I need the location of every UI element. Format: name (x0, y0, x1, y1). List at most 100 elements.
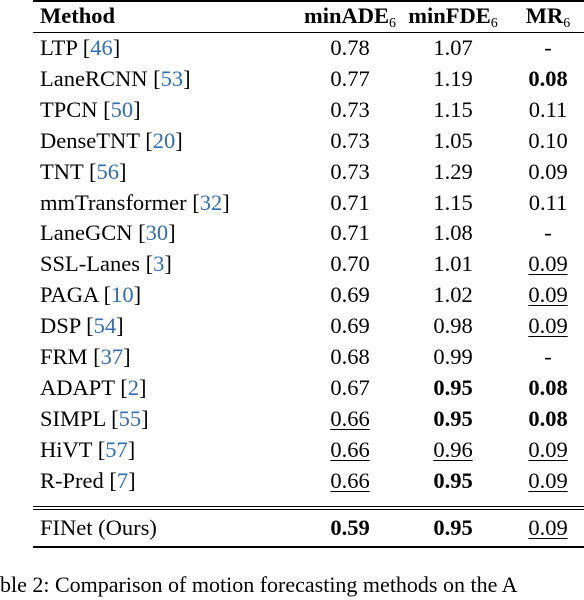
method-name: R-Pred [7] (40, 467, 136, 493)
method-name: DenseTNT [20] (40, 127, 183, 153)
citation-link[interactable]: 10 (111, 282, 134, 308)
minade-value: 0.59 (330, 515, 370, 540)
mr-value: - (544, 35, 552, 60)
mr-value: 0.08 (528, 405, 568, 431)
table-row: LTP [46] 0.78 1.07 - (0, 33, 584, 63)
minfde-value: 1.07 (433, 35, 473, 60)
minade-value: 0.68 (330, 344, 370, 369)
method-name: FINet (Ours) (40, 515, 157, 540)
minade-value: 0.73 (330, 96, 370, 122)
method-name: SSL-Lanes [3] (40, 251, 172, 277)
minfde-value: 1.15 (433, 96, 473, 122)
minade-value: 0.66 (330, 436, 370, 462)
method-name: TNT [56] (40, 158, 127, 184)
separator-rule-2 (33, 509, 584, 510)
method-name: ADAPT [2] (40, 374, 147, 400)
minfde-value: 1.15 (433, 189, 473, 215)
mr-value: 0.09 (528, 158, 568, 184)
header-minade: minADE6 (304, 3, 396, 31)
citation-link[interactable]: 50 (110, 96, 134, 122)
minade-value: 0.77 (330, 65, 370, 91)
minade-value: 0.69 (330, 313, 370, 339)
mr-value: 0.09 (528, 251, 568, 277)
header-rule (33, 32, 584, 33)
citation-link[interactable]: 7 (116, 467, 129, 493)
top-rule (33, 0, 584, 2)
mr-value: 0.11 (528, 96, 568, 122)
citation-link[interactable]: 53 (160, 65, 184, 91)
mr-value: - (544, 220, 552, 246)
method-name: PAGA [10] (40, 282, 142, 308)
minfde-value: 1.05 (433, 127, 473, 153)
table-row: R-Pred [7] 0.66 0.95 0.09 (0, 466, 584, 496)
separator-rule-1 (33, 506, 584, 507)
minfde-value: 1.02 (433, 282, 473, 308)
method-name: FRM [37] (40, 344, 131, 369)
citation-link[interactable]: 32 (199, 189, 223, 215)
method-name: mmTransformer [32] (40, 189, 230, 215)
citation-link[interactable]: 46 (90, 35, 113, 60)
table-row: HiVT [57] 0.66 0.96 0.09 (0, 435, 584, 465)
citation-link[interactable]: 30 (145, 220, 169, 246)
method-name: LaneRCNN [53] (40, 65, 191, 91)
minfde-value: 0.95 (433, 405, 473, 431)
mr-value: 0.08 (528, 374, 568, 400)
minade-value: 0.78 (330, 35, 370, 60)
method-name: DSP [54] (40, 313, 124, 339)
method-name: SIMPL [55] (40, 405, 149, 431)
minade-value: 0.71 (330, 220, 370, 246)
minfde-value: 1.08 (433, 220, 473, 246)
minade-value: 0.69 (330, 282, 370, 308)
header-row: Method minADE6 minFDE6 MR6 (0, 1, 584, 31)
minade-value: 0.67 (330, 374, 370, 400)
table-row: TNT [56] 0.73 1.29 0.09 (0, 157, 584, 187)
table-row: SSL-Lanes [3] 0.70 1.01 0.09 (0, 249, 584, 279)
method-name: HiVT [57] (40, 436, 136, 462)
minade-value: 0.70 (330, 251, 370, 277)
minfde-value: 1.19 (433, 65, 473, 91)
minade-value: 0.71 (330, 189, 370, 215)
method-name: TPCN [50] (40, 96, 141, 122)
minade-value: 0.66 (330, 405, 370, 431)
bottom-rule (33, 546, 584, 548)
table-row: DSP [54] 0.69 0.98 0.09 (0, 311, 584, 341)
table-row: TPCN [50] 0.73 1.15 0.11 (0, 95, 584, 125)
method-name: LTP [46] (40, 35, 121, 60)
mr-value: 0.09 (528, 515, 568, 540)
citation-link[interactable]: 57 (105, 436, 128, 462)
table-row: FRM [37] 0.68 0.99 - (0, 342, 584, 372)
header-method: Method (40, 3, 115, 28)
citation-link[interactable]: 3 (153, 251, 165, 277)
ours-row: FINet (Ours) 0.59 0.95 0.09 (0, 513, 584, 543)
minade-value: 0.66 (330, 467, 370, 493)
citation-link[interactable]: 56 (96, 158, 119, 184)
minfde-value: 1.01 (433, 251, 473, 277)
mr-value: - (544, 344, 552, 369)
method-name: LaneGCN [30] (40, 220, 176, 246)
mr-value: 0.08 (528, 65, 568, 91)
table-row: SIMPL [55] 0.66 0.95 0.08 (0, 404, 584, 434)
minfde-value: 0.95 (433, 515, 473, 540)
minfde-value: 0.96 (433, 436, 473, 462)
table-caption: ble 2: Comparison of motion forecasting … (0, 572, 518, 597)
mr-value: 0.09 (528, 436, 568, 462)
mr-value: 0.11 (528, 189, 568, 215)
mr-value: 0.10 (528, 127, 568, 153)
table-row: LaneRCNN [53] 0.77 1.19 0.08 (0, 64, 584, 94)
citation-link[interactable]: 55 (118, 405, 142, 431)
table-row: DenseTNT [20] 0.73 1.05 0.10 (0, 126, 584, 156)
mr-value: 0.09 (528, 313, 568, 339)
table-row: ADAPT [2] 0.67 0.95 0.08 (0, 373, 584, 403)
citation-link[interactable]: 37 (100, 344, 124, 369)
minfde-value: 0.95 (433, 374, 473, 400)
table-row: PAGA [10] 0.69 1.02 0.09 (0, 280, 584, 310)
citation-link[interactable]: 2 (127, 374, 139, 400)
mr-value: 0.09 (528, 282, 568, 308)
citation-link[interactable]: 20 (152, 127, 176, 153)
minfde-value: 0.98 (433, 313, 473, 339)
citation-link[interactable]: 54 (93, 313, 117, 339)
header-mr: MR6 (525, 3, 571, 31)
header-minfde: minFDE6 (408, 3, 498, 31)
minfde-value: 0.95 (433, 467, 473, 493)
table-row: LaneGCN [30] 0.71 1.08 - (0, 218, 584, 248)
